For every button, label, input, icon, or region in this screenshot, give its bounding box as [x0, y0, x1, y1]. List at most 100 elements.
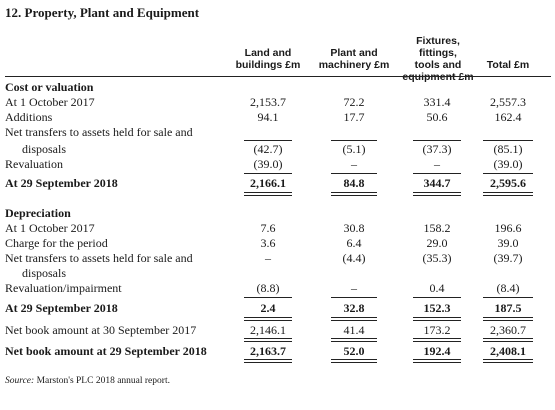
- total-rule: [413, 173, 461, 174]
- source-note: Source: Marston's PLC 2018 annual report…: [5, 376, 170, 386]
- double-rule: [244, 317, 292, 321]
- column-header-total: Total £m: [480, 59, 536, 71]
- column-header-plant-machinery: Plant and machinery £m: [312, 47, 396, 71]
- cell-plant-machinery: 17.7: [343, 110, 365, 124]
- cell-land-buildings: 2,153.7: [250, 95, 286, 109]
- double-rule: [483, 338, 533, 342]
- total-rule: [413, 297, 461, 298]
- cell-total: 2,408.1: [490, 344, 526, 358]
- table-row: Revaluation (39.0) – – (39.0): [0, 157, 555, 171]
- row-label: At 29 September 2018: [5, 176, 118, 190]
- double-rule: [331, 192, 377, 196]
- cell-plant-machinery: 30.8: [343, 221, 365, 235]
- cell-land-buildings: 3.6: [260, 236, 276, 250]
- row-label: At 1 October 2017: [5, 95, 95, 109]
- column-header-land-buildings: Land and buildings £m: [232, 47, 304, 71]
- subtotal-rule: [244, 140, 292, 141]
- row-label: At 1 October 2017: [5, 221, 95, 235]
- row-label: Additions: [5, 110, 53, 124]
- cell-fixtures: (35.3): [422, 251, 452, 265]
- cell-land-buildings: (39.0): [253, 157, 283, 171]
- cell-total: (39.0): [493, 157, 523, 171]
- cell-plant-machinery: 41.4: [343, 323, 365, 337]
- table-row: At 1 October 2017 7.6 30.8 158.2 196.6: [0, 221, 555, 235]
- cell-fixtures: 152.3: [423, 301, 451, 315]
- row-label: Net transfers to assets held for sale an…: [5, 251, 193, 265]
- double-rule: [483, 317, 533, 321]
- cell-plant-machinery: –: [351, 281, 357, 295]
- header-line: machinery £m: [318, 59, 390, 71]
- table-row: Net book amount at 29 September 2018 2,1…: [0, 344, 555, 358]
- header-line: Land and: [244, 47, 292, 59]
- cell-total: 196.6: [494, 221, 522, 235]
- cell-plant-machinery: 84.8: [343, 176, 365, 190]
- header-line: Fixtures, fittings,: [416, 35, 460, 59]
- cell-plant-machinery: –: [351, 157, 357, 171]
- header-line: equipment £m: [402, 71, 474, 83]
- cell-total: 2,557.3: [490, 95, 526, 109]
- cell-land-buildings: 2,166.1: [250, 176, 286, 190]
- table-row: At 1 October 2017 2,153.7 72.2 331.4 2,5…: [0, 95, 555, 109]
- cell-fixtures: 29.0: [426, 236, 448, 250]
- cell-total: 39.0: [497, 236, 519, 250]
- cell-fixtures: (37.3): [422, 142, 452, 156]
- cell-land-buildings: (42.7): [253, 142, 283, 156]
- cell-total: 2,360.7: [490, 323, 526, 337]
- cell-total: 187.5: [494, 301, 522, 315]
- cell-fixtures: 158.2: [423, 221, 451, 235]
- table-row: Net transfers to assets held for sale an…: [0, 251, 555, 265]
- cell-fixtures: 0.4: [429, 281, 445, 295]
- cell-land-buildings: 2.4: [260, 301, 276, 315]
- row-label: Net book amount at 30 September 2017: [5, 323, 197, 337]
- cell-plant-machinery: (4.4): [342, 251, 366, 265]
- table-row: disposals: [0, 266, 555, 280]
- double-rule: [413, 338, 461, 342]
- double-rule: [483, 359, 533, 363]
- total-rule: [244, 297, 292, 298]
- header-rule: [5, 76, 551, 77]
- cell-fixtures: 331.4: [423, 95, 451, 109]
- cell-fixtures: 173.2: [423, 323, 451, 337]
- section-heading-depreciation: Depreciation: [5, 206, 71, 220]
- total-rule: [331, 173, 377, 174]
- subtotal-rule: [413, 140, 461, 141]
- cell-plant-machinery: 52.0: [343, 344, 365, 358]
- table-row: Revaluation/impairment (8.8) – 0.4 (8.4): [0, 281, 555, 295]
- table-row: Net book amount at 30 September 2017 2,1…: [0, 323, 555, 337]
- column-header-fixtures-fittings: Fixtures, fittings, tools and equipment …: [398, 35, 478, 83]
- cell-fixtures: –: [434, 157, 440, 171]
- header-line: buildings £m: [235, 59, 301, 71]
- table-row: At 29 September 2018 2,166.1 84.8 344.7 …: [0, 176, 555, 190]
- double-rule: [413, 192, 461, 196]
- total-rule: [483, 297, 533, 298]
- cell-fixtures: 344.7: [423, 176, 451, 190]
- cell-plant-machinery: 32.8: [343, 301, 365, 315]
- header-line: Total £m: [486, 59, 530, 71]
- table-row: Additions 94.1 17.7 50.6 162.4: [0, 110, 555, 124]
- table-row: Cost or valuation: [0, 80, 555, 94]
- row-label: Revaluation/impairment: [5, 281, 122, 295]
- cell-total: (8.4): [496, 281, 520, 295]
- source-text: Marston's PLC 2018 annual report.: [34, 376, 170, 386]
- cell-plant-machinery: 6.4: [346, 236, 362, 250]
- header-line: tools and: [414, 59, 462, 71]
- cell-land-buildings: 2,146.1: [250, 323, 286, 337]
- row-label: At 29 September 2018: [5, 301, 118, 315]
- cell-total: 162.4: [494, 110, 522, 124]
- cell-plant-machinery: (5.1): [342, 142, 366, 156]
- double-rule: [483, 192, 533, 196]
- cell-land-buildings: 94.1: [257, 110, 279, 124]
- double-rule: [413, 317, 461, 321]
- cell-total: (85.1): [493, 142, 523, 156]
- subtotal-rule: [331, 140, 377, 141]
- cell-fixtures: 192.4: [423, 344, 451, 358]
- header-line: Plant and: [330, 47, 378, 59]
- subtotal-rule: [483, 140, 533, 141]
- total-rule: [331, 297, 377, 298]
- cell-land-buildings: 7.6: [260, 221, 276, 235]
- double-rule: [331, 317, 377, 321]
- table-row: Charge for the period 3.6 6.4 29.0 39.0: [0, 236, 555, 250]
- double-rule: [331, 359, 377, 363]
- cell-land-buildings: 2,163.7: [250, 344, 286, 358]
- double-rule: [244, 359, 292, 363]
